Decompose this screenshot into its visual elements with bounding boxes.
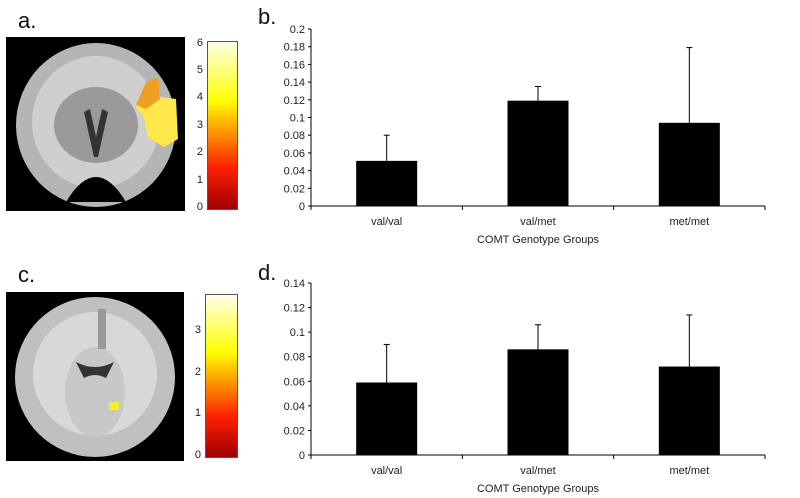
panel-label-c: c. bbox=[18, 262, 36, 287]
y-tick-label: 0.12 bbox=[284, 95, 305, 107]
bar-val-val bbox=[356, 160, 418, 206]
x-tick-label: met/met bbox=[669, 216, 709, 228]
y-tick-label: 0.06 bbox=[284, 148, 305, 160]
y-tick-label: 0.16 bbox=[284, 59, 305, 71]
bar-val-met bbox=[507, 100, 569, 206]
panel-label-d: d. bbox=[258, 260, 277, 285]
y-tick-label: 0 bbox=[299, 201, 305, 213]
colorbar-tick-label: 3 bbox=[194, 324, 201, 337]
y-tick-label: 0.18 bbox=[284, 42, 305, 54]
y-tick-label: 0.08 bbox=[284, 130, 305, 142]
y-tick-label: 0.2 bbox=[290, 24, 305, 36]
colorbar-tick-label: 5 bbox=[196, 64, 203, 77]
colorbar-a bbox=[207, 41, 238, 210]
colorbar-tick-label: 6 bbox=[196, 36, 203, 49]
activation-blob bbox=[109, 402, 119, 410]
panel-label-a: a. bbox=[18, 8, 37, 33]
colorbar-tick-label: 2 bbox=[194, 365, 201, 378]
panel-label-b: b. bbox=[258, 4, 277, 29]
x-tick-label: val/val bbox=[371, 216, 402, 228]
colorbar-c bbox=[205, 294, 238, 458]
y-tick-label: 0.04 bbox=[284, 166, 305, 178]
colorbar-tick-label: 1 bbox=[196, 173, 203, 186]
x-axis-label: COMT Genotype Groups bbox=[477, 234, 600, 246]
colorbar-tick-label: 3 bbox=[196, 118, 203, 131]
y-tick-label: 0.02 bbox=[284, 183, 305, 195]
colorbar-tick-label: 2 bbox=[196, 146, 203, 159]
bar-met-met bbox=[658, 122, 720, 206]
colorbar-tick-label: 0 bbox=[196, 201, 203, 213]
y-tick-label: 0.1 bbox=[290, 113, 305, 125]
x-tick-label: val/met bbox=[520, 216, 555, 228]
brain-image-c bbox=[6, 292, 184, 461]
colorbar-tick-label: 1 bbox=[194, 407, 201, 420]
colorbar-tick-label: 4 bbox=[196, 91, 203, 104]
brain-image-a bbox=[6, 37, 185, 211]
y-tick-label: 0.14 bbox=[284, 77, 305, 89]
colorbar-tick-label: 0 bbox=[194, 449, 201, 461]
